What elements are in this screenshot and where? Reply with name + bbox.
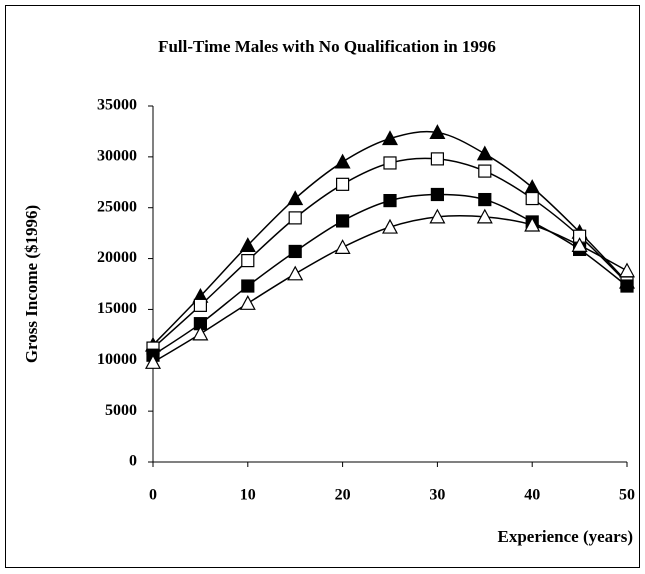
marker	[571, 237, 588, 252]
marker	[618, 262, 636, 278]
marker	[524, 216, 541, 232]
x-tick-label: 50	[619, 487, 635, 504]
x-tick-label: 30	[429, 487, 445, 504]
marker	[476, 208, 493, 224]
marker	[336, 177, 350, 191]
marker	[192, 325, 209, 341]
marker	[478, 192, 492, 207]
marker	[429, 124, 446, 140]
marker	[430, 187, 444, 202]
marker	[144, 354, 162, 369]
marker	[620, 279, 634, 293]
chart-frame	[5, 5, 640, 568]
y-tick-label: 15000	[97, 300, 137, 317]
marker	[430, 152, 444, 166]
marker	[478, 164, 492, 178]
y-tick-label: 10000	[97, 351, 137, 368]
y-tick-label: 0	[129, 453, 137, 470]
chart-title: Full-Time Males with No Qualification in…	[158, 37, 496, 56]
marker	[288, 244, 302, 259]
marker	[241, 254, 255, 268]
marker	[383, 193, 397, 208]
marker	[429, 208, 446, 224]
y-tick-label: 25000	[97, 198, 137, 215]
marker	[383, 156, 397, 170]
y-tick-label: 20000	[97, 249, 137, 266]
y-axis-label: Gross Income ($1996)	[22, 205, 41, 363]
y-tick-label: 35000	[97, 97, 137, 114]
marker	[239, 295, 256, 310]
marker	[288, 211, 302, 225]
marker	[336, 214, 350, 228]
marker	[334, 153, 351, 169]
marker	[241, 279, 255, 293]
marker	[239, 237, 256, 252]
marker	[476, 145, 493, 161]
marker	[193, 298, 207, 312]
x-tick-label: 40	[524, 487, 540, 504]
x-tick-label: 20	[335, 487, 351, 504]
marker	[381, 130, 399, 146]
y-tick-label: 5000	[105, 402, 137, 419]
marker	[525, 191, 539, 206]
x-axis-label: Experience (years)	[498, 527, 633, 546]
marker	[381, 218, 399, 234]
marker	[334, 239, 351, 254]
y-tick-label: 30000	[97, 148, 137, 165]
marker	[287, 190, 304, 206]
x-tick-label: 10	[240, 487, 256, 504]
marker	[287, 265, 304, 281]
x-tick-label: 0	[149, 487, 157, 504]
